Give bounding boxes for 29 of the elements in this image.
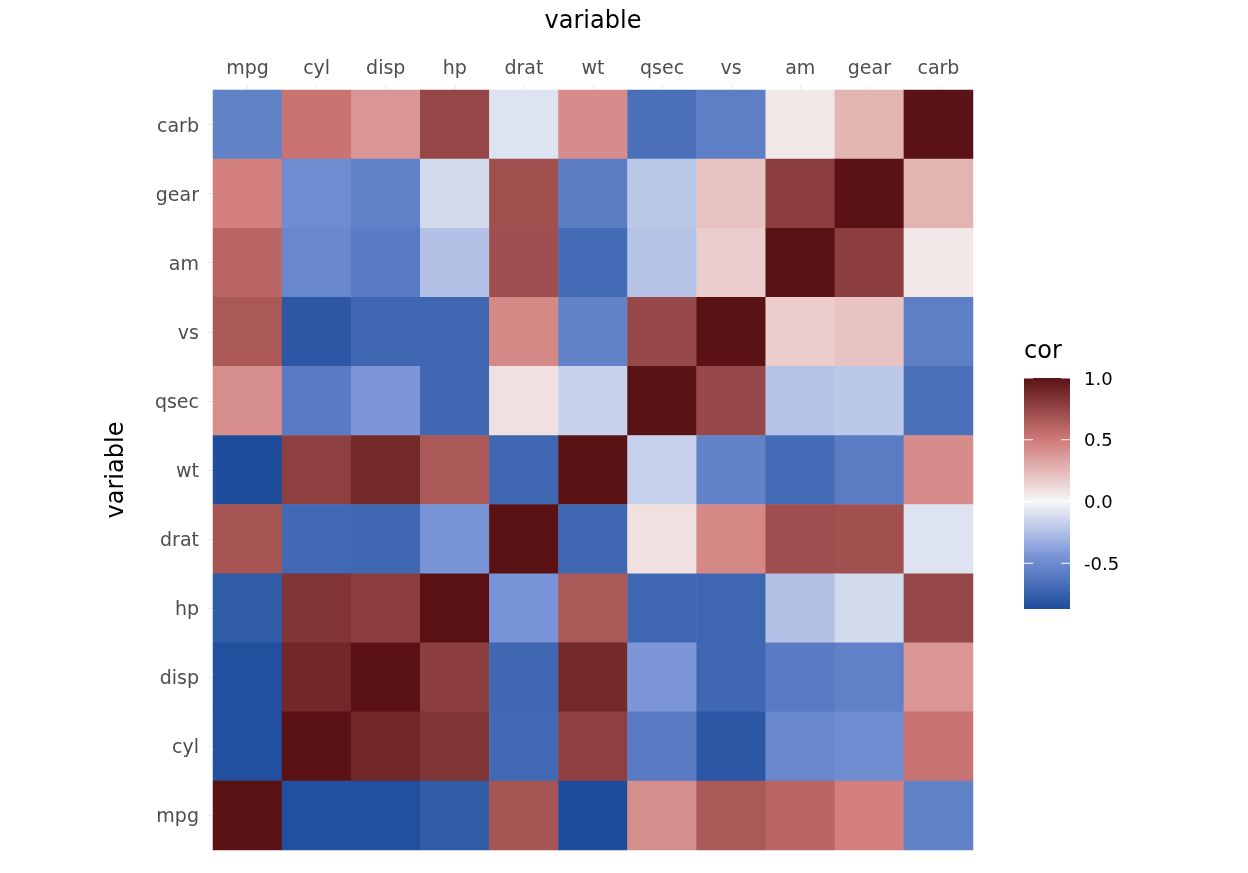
y-tick-label: hp — [174, 597, 199, 620]
color-bar-title: cor — [1024, 336, 1062, 364]
y-tick-label: mpg — [156, 804, 199, 827]
color-bar-label: 0.5 — [1084, 429, 1113, 451]
y-tick-label: carb — [157, 113, 199, 136]
x-tick-label: gear — [847, 55, 892, 78]
x-tick-label: carb — [917, 55, 960, 78]
y-tick-label: am — [168, 251, 199, 274]
x-tick-label: mpg — [226, 55, 269, 78]
x-tick-label: qsec — [640, 55, 685, 78]
y-tick-label: drat — [160, 528, 199, 551]
y-tick-label: gear — [155, 182, 200, 205]
y-axis-title: variable — [101, 421, 129, 519]
x-tick-label: drat — [504, 55, 544, 78]
x-tick-label: hp — [442, 55, 467, 78]
color-bar-label: 0.0 — [1084, 491, 1113, 513]
y-tick-label: disp — [159, 666, 199, 689]
color-bar-label: 1.0 — [1084, 367, 1113, 389]
x-axis-title: variable — [544, 6, 642, 34]
y-tick-label: wt — [176, 459, 199, 481]
color-bar-label: -0.5 — [1084, 552, 1120, 574]
y-tick-label: cyl — [172, 735, 199, 758]
x-tick-label: cyl — [303, 55, 331, 78]
x-tick-label: vs — [720, 55, 742, 78]
y-tick-label: vs — [177, 320, 199, 343]
x-tick-label: am — [785, 55, 816, 78]
x-tick-label: disp — [366, 55, 406, 78]
y-tick-label: qsec — [154, 389, 199, 412]
x-tick-label: wt — [581, 55, 605, 78]
